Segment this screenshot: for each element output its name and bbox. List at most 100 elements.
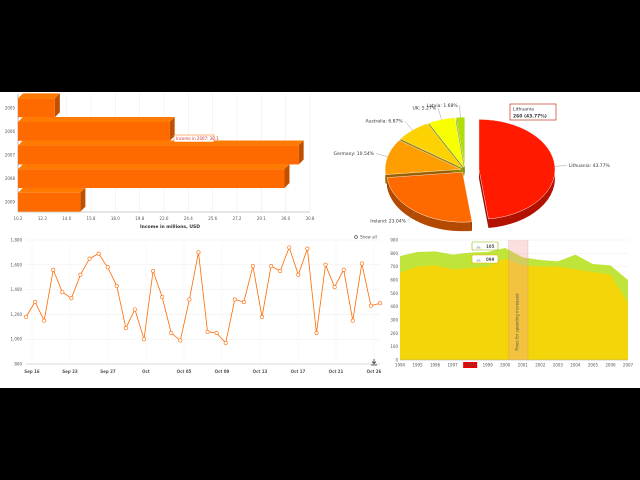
area-guide: Fines for speeding increased [508,240,529,360]
bar-x-tick: 29.1 [257,216,266,221]
line-x-tick: Oct 13 [253,369,268,374]
area-y-tick: 300 [390,318,398,323]
bar-category-label: 2008 [5,176,16,181]
area-x-tick: 1994 [395,363,406,368]
bar-x-tick: 27.2 [233,216,242,221]
bar-2007 [18,140,304,165]
line-y-tick: 800 [14,362,22,367]
line-point [132,307,137,312]
line-point [341,267,346,272]
line-x-tick: Oct 17 [291,369,306,374]
bar-2008 [18,164,290,189]
line-point [205,329,210,334]
bar-x-tick: 30.0 [281,216,290,221]
line-point [223,340,228,345]
pie-slice-label: Latvia: 1.68% [427,103,459,109]
bar-front-face [18,121,170,141]
line-chart-panel: 800 1,000 1,200 1,400 1,600 1,800 Sep 16 Sep 23… [0,232,390,388]
line-y-tick: 1,600 [11,262,23,267]
bar-tooltip-box [173,134,215,143]
area-y-tick: 0 [395,358,398,363]
bar-category-label: 2009 [5,200,16,205]
bar-2005 [18,93,60,118]
line-series [25,246,381,344]
line-point [296,272,301,277]
line-point [114,283,119,288]
pie-label-line [404,120,413,131]
bar-tooltip: Income in 2007: 30.1 [173,134,219,143]
zoom-icon [354,235,358,239]
pie-slice-UK [428,117,465,168]
line-point [151,268,156,273]
area-x-tick: 2004 [570,363,581,368]
area-y-tick: 100 [390,344,398,349]
line-point [142,337,147,342]
bar-x-axis-title: Income in millions, USD [140,224,200,230]
show-all-button[interactable]: Show all [354,235,377,240]
line-y-tick: 1,400 [11,287,23,292]
bar-2006 [18,116,175,141]
pie-tooltip-box [509,103,557,121]
line-point [214,331,219,336]
bar-2009 [18,187,86,212]
bar-top-face [18,140,304,146]
bike-icon: 🚲 [476,244,481,249]
area-y-tick: 500 [390,291,398,296]
bar-top-face [18,116,175,122]
line-point [314,331,319,336]
line-point [368,303,373,308]
line-point [323,262,328,267]
line-point [160,295,165,300]
line-point [60,290,65,295]
area-x-tick: 1995 [412,363,423,368]
area-tooltip: 🚲 105 [471,241,499,251]
line-point [232,297,237,302]
area-x-tick: 2000 [500,363,511,368]
area-x-tick: 1997 [448,363,459,368]
pie-slice-label: Ireland: 23.04% [370,218,406,224]
area-x-highlight [463,362,478,368]
line-point [69,296,74,301]
area-x-tick: 2001 [518,363,529,368]
bar-x-tick: 22.0 [160,216,169,221]
area-x-tick: 2003 [553,363,564,368]
bar-x-tick: 19.8 [135,216,144,221]
line-chart: 800 1,000 1,200 1,400 1,600 1,800 Sep 16 Sep 23… [11,235,382,374]
area-y-tick: 900 [390,238,398,243]
pie-slice-label: Lithuania: 43.77% [569,163,611,169]
bar-front-face [18,192,81,212]
area-tooltip-box [471,254,499,264]
bar-category-label: 2006 [5,129,16,134]
bar-x-tick: 25.6 [208,216,217,221]
bar-category-label: 2005 [5,105,16,110]
area-y-tick: 400 [390,304,398,309]
bar-side-face [54,93,60,118]
line-point [332,285,337,290]
download-icon[interactable] [371,359,377,366]
bar-x-tick: 15.8 [87,216,96,221]
download-glyph [371,359,377,366]
line-point [269,264,274,269]
bar-tooltip-text: Income in 2007: 30.1 [176,136,219,141]
pie-label-line [437,107,442,120]
pie-chart: Lithuania: 43.77% Ireland: 23.04% Germany:… [334,103,611,232]
line-point [187,297,192,302]
pie-label-line [459,105,461,118]
area-series-0 [400,258,628,360]
line-point [278,268,283,273]
bar-top-face [18,93,60,99]
pie-slice-label: Germany: 10.54% [334,151,375,157]
pie-label-line [407,211,416,221]
area-tooltip-box [471,241,499,251]
area-x-tick: 2006 [605,363,616,368]
area-x-tick: 1999 [483,363,494,368]
pie-label-line [375,153,388,157]
chart-canvas: 10.2 12.3 14.0 15.8 18.0 19.8 22.0 24.4 25.6 27.2… [0,92,640,388]
bar-x-tick: 24.4 [184,216,193,221]
area-y-tick: 800 [390,251,398,256]
line-point [259,314,264,319]
pie-tooltip-value: 260 (43.77%) [513,114,547,120]
area-guide-band [508,240,529,360]
line-point [359,261,364,266]
